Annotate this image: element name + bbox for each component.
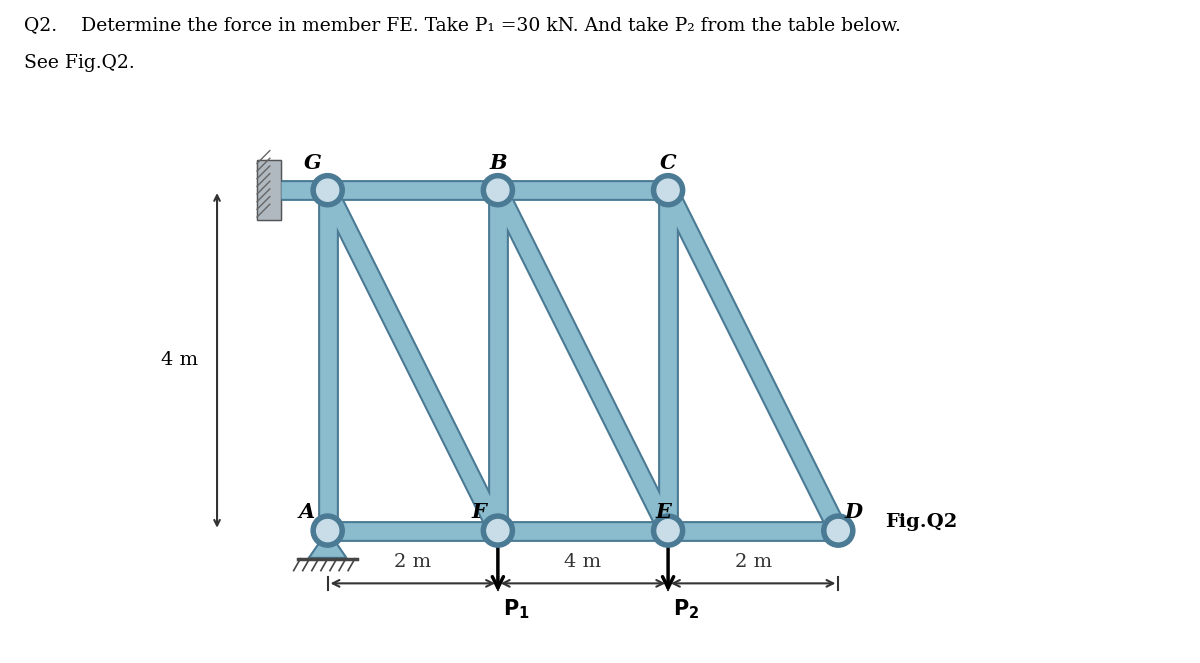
Circle shape — [658, 179, 679, 202]
Circle shape — [311, 514, 344, 547]
Text: F: F — [472, 502, 486, 522]
Bar — [257, 160, 281, 220]
Text: Q2.    Determine the force in member FE. Take P₁ =30 kN. And take P₂ from the ta: Q2. Determine the force in member FE. Ta… — [24, 17, 901, 34]
Text: E: E — [656, 502, 672, 522]
Text: 2 m: 2 m — [734, 554, 772, 572]
Circle shape — [481, 174, 515, 207]
Circle shape — [481, 514, 515, 547]
Text: C: C — [660, 153, 677, 173]
Circle shape — [317, 179, 338, 202]
Circle shape — [827, 520, 850, 542]
Circle shape — [311, 174, 344, 207]
Text: B: B — [490, 153, 506, 173]
Text: G: G — [304, 153, 322, 173]
Text: A: A — [299, 502, 314, 522]
Circle shape — [487, 179, 509, 202]
Text: See Fig.Q2.: See Fig.Q2. — [24, 54, 134, 72]
Polygon shape — [308, 530, 347, 558]
Text: Fig.Q2: Fig.Q2 — [886, 513, 958, 531]
Text: D: D — [845, 502, 863, 522]
Circle shape — [658, 520, 679, 542]
Bar — [257, 160, 281, 220]
Circle shape — [822, 514, 854, 547]
Circle shape — [652, 174, 685, 207]
Text: 4 m: 4 m — [161, 351, 198, 369]
Text: 4 m: 4 m — [564, 554, 601, 572]
Circle shape — [652, 514, 685, 547]
Text: $\mathbf{P_2}$: $\mathbf{P_2}$ — [673, 598, 700, 621]
Circle shape — [487, 520, 509, 542]
Circle shape — [317, 520, 338, 542]
Text: 2 m: 2 m — [395, 554, 431, 572]
Text: $\mathbf{P_1}$: $\mathbf{P_1}$ — [503, 598, 529, 621]
